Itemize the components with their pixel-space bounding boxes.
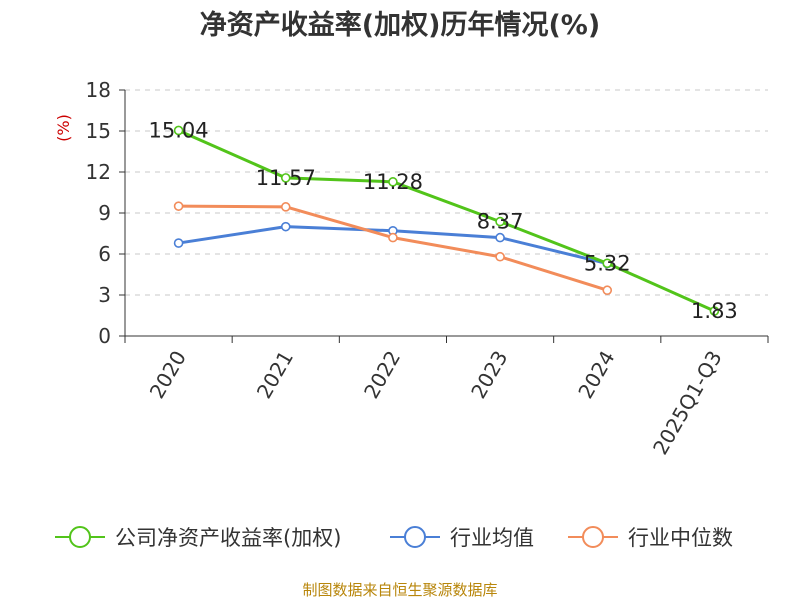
data-label: 8.37: [477, 210, 524, 234]
x-tick-label: 2022: [359, 347, 405, 403]
x-tick-label: 2021: [252, 347, 298, 403]
series-layer: [173, 125, 720, 316]
data-point: [709, 306, 720, 316]
y-tick-label: 18: [86, 78, 111, 102]
data-point: [495, 251, 505, 262]
data-point: [602, 285, 613, 296]
chart-title: 净资产收益率(加权)历年情况(%): [200, 9, 600, 41]
y-tick-label: 15: [86, 119, 111, 143]
grid-lines: [125, 89, 768, 296]
data-label: 11.28: [363, 170, 423, 194]
data-point: [495, 232, 505, 243]
data-point: [280, 202, 291, 212]
y-tick-label: 12: [86, 160, 111, 184]
data-point: [280, 173, 291, 183]
data-label: 11.57: [256, 166, 316, 190]
data-point: [280, 221, 291, 232]
data-point: [173, 125, 184, 136]
data-label: 15.04: [149, 118, 209, 142]
data-point: [388, 232, 398, 243]
source-note: 制图数据来自恒生聚源数据库: [302, 581, 497, 599]
x-tick-label: 2020: [145, 347, 191, 403]
legend-label: 行业中位数: [628, 526, 733, 550]
y-tick-label: 3: [98, 283, 111, 307]
data-point: [173, 201, 184, 211]
data-labels: 15.04 11.57 11.28 8.37 5.32 1.83: [149, 118, 738, 323]
data-point: [173, 238, 184, 248]
legend-marker: [404, 526, 426, 548]
x-tick-label: 2023: [466, 347, 512, 403]
y-tick-label: 9: [98, 201, 111, 225]
legend: 公司净资产收益率(加权) 行业均值 行业中位数: [55, 526, 733, 550]
legend-marker: [582, 526, 604, 548]
legend-label: 行业均值: [450, 526, 534, 550]
data-label: 5.32: [584, 251, 631, 275]
x-tick-label: 2024: [573, 347, 619, 403]
y-tick-label: 0: [98, 324, 111, 348]
data-point: [388, 177, 398, 187]
x-tick-label: 2025Q1-Q3: [648, 347, 727, 459]
data-point: [495, 216, 505, 227]
y-tick-label: 6: [98, 242, 111, 266]
data-point: [602, 258, 613, 269]
legend-marker: [69, 526, 91, 548]
legend-label: 公司净资产收益率(加权): [115, 526, 341, 550]
series-line-0: [177, 129, 716, 313]
data-label: 1.83: [691, 299, 738, 323]
y-axis-unit: (%): [54, 114, 73, 142]
